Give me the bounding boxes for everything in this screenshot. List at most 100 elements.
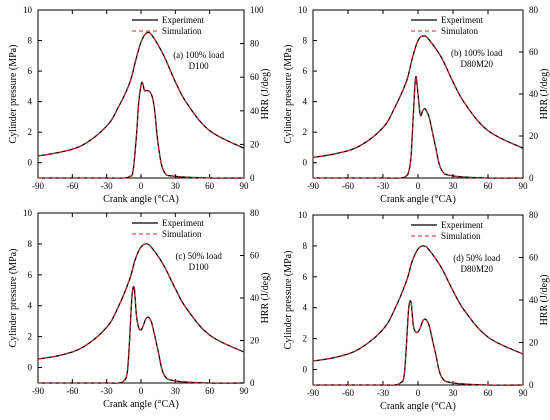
y2-tick-label: 40 bbox=[529, 89, 539, 99]
x-tick-label: -60 bbox=[66, 181, 78, 191]
legend-label: Simulaton bbox=[441, 26, 479, 36]
plot-frame bbox=[37, 212, 245, 384]
y2-tick-label: 60 bbox=[250, 72, 260, 82]
panel-title: (a) 100% load bbox=[173, 50, 224, 60]
y-tick-label: 6 bbox=[303, 272, 308, 282]
y-tick-label: 2 bbox=[303, 127, 308, 137]
series-simulation-hrr-line bbox=[313, 76, 524, 179]
x-axis-label: Crank angle (°CA) bbox=[103, 399, 179, 410]
y2-tick-label: 80 bbox=[529, 5, 539, 15]
x-tick-label: 0 bbox=[416, 181, 421, 191]
y-axis-label: Cylinder pressure (MPa) bbox=[8, 45, 19, 144]
x-tick-label: 60 bbox=[484, 388, 494, 398]
panel-subtitle: D100 bbox=[189, 61, 209, 71]
x-tick-label: 60 bbox=[205, 386, 215, 396]
x-tick-label: 90 bbox=[240, 386, 250, 396]
panel-subtitle: D80M20 bbox=[461, 264, 494, 274]
y2-tick-label: 40 bbox=[529, 295, 539, 305]
y2-tick-label: 60 bbox=[250, 251, 260, 261]
y-tick-label: 6 bbox=[28, 270, 33, 280]
y2-tick-label: 20 bbox=[529, 338, 539, 348]
y2-tick-label: 100 bbox=[250, 5, 264, 15]
y2-tick-label: 0 bbox=[529, 173, 534, 183]
x-tick-label: 60 bbox=[484, 181, 494, 191]
y2-tick-label: 40 bbox=[250, 293, 260, 303]
panel-title: (b) 100% load bbox=[451, 48, 503, 58]
x-tick-label: -30 bbox=[377, 181, 389, 191]
x-tick-label: -30 bbox=[377, 388, 389, 398]
x-tick-label: -90 bbox=[307, 181, 319, 191]
panel-subtitle: D100 bbox=[189, 262, 209, 272]
legend-label: Simulation bbox=[441, 231, 481, 241]
legend-label: Experiment bbox=[162, 15, 204, 25]
x-tick-label: 0 bbox=[139, 386, 144, 396]
y-tick-label: 10 bbox=[23, 5, 33, 15]
legend-label: Experiment bbox=[441, 15, 483, 25]
panel-title: (d) 50% load bbox=[453, 253, 500, 263]
x-tick-label: 30 bbox=[171, 181, 181, 191]
y-tick-label: 6 bbox=[303, 66, 308, 76]
y2-axis-label: HRR (J/deg) bbox=[539, 275, 550, 326]
y2-tick-label: 20 bbox=[250, 336, 260, 346]
x-tick-label: 90 bbox=[519, 388, 529, 398]
series-simulation-pressure-line bbox=[312, 245, 524, 362]
y2-axis-label: HRR (J/deg) bbox=[539, 69, 550, 120]
y2-tick-label: 60 bbox=[529, 253, 539, 263]
y-tick-label: 10 bbox=[298, 210, 308, 220]
y2-tick-label: 60 bbox=[529, 47, 539, 57]
x-tick-label: 30 bbox=[171, 386, 181, 396]
panel-subtitle: D80M20 bbox=[461, 59, 494, 69]
y-axis-label: Cylinder pressure (MPa) bbox=[283, 45, 294, 144]
y-tick-label: 0 bbox=[28, 363, 33, 373]
series-experiment-hrr-line bbox=[313, 300, 524, 386]
y-tick-label: 8 bbox=[28, 36, 33, 46]
x-tick-label: -90 bbox=[307, 388, 319, 398]
x-axis-label: Crank angle (°CA) bbox=[380, 194, 456, 205]
y2-tick-label: 0 bbox=[250, 378, 255, 388]
x-tick-label: 60 bbox=[205, 181, 215, 191]
y-tick-label: 4 bbox=[28, 301, 33, 311]
y-tick-label: 0 bbox=[303, 365, 308, 375]
y-tick-label: 6 bbox=[28, 66, 33, 76]
y2-tick-label: 0 bbox=[529, 380, 534, 390]
y-tick-label: 8 bbox=[303, 36, 308, 46]
x-axis-label: Crank angle (°CA) bbox=[103, 194, 179, 205]
x-tick-label: -60 bbox=[66, 386, 78, 396]
chart-panel-1: -90 -60 -30 0 30 60 900246810020406080100Crank… bbox=[8, 5, 271, 205]
x-tick-label: 30 bbox=[449, 181, 459, 191]
y-tick-label: 2 bbox=[28, 332, 33, 342]
y-tick-label: 10 bbox=[23, 208, 33, 218]
y2-axis-label: HRR (J/deg) bbox=[260, 273, 271, 324]
y-tick-label: 8 bbox=[303, 241, 308, 251]
y-tick-label: 8 bbox=[28, 239, 33, 249]
series-experiment-hrr-line bbox=[313, 75, 524, 179]
series-simulation-hrr-line bbox=[38, 81, 245, 179]
y-tick-label: 4 bbox=[303, 97, 308, 107]
series-simulation-hrr-line bbox=[313, 300, 524, 386]
legend-label: Experiment bbox=[162, 218, 204, 228]
series-simulation-pressure-line bbox=[37, 243, 245, 360]
legend-label: Experiment bbox=[441, 220, 483, 230]
x-tick-label: 90 bbox=[519, 181, 529, 191]
y2-tick-label: 40 bbox=[250, 106, 260, 116]
y2-axis-label: HRR (J/deg) bbox=[260, 69, 271, 120]
series-simulation-hrr-line bbox=[38, 285, 245, 384]
series-experiment-pressure-line bbox=[37, 243, 245, 360]
legend-label: Simulation bbox=[162, 26, 202, 36]
series-simulation-pressure-line bbox=[37, 31, 245, 157]
y-tick-label: 0 bbox=[28, 158, 33, 168]
y2-tick-label: 20 bbox=[529, 131, 539, 141]
series-experiment-hrr-line bbox=[38, 285, 245, 384]
y-axis-label: Cylinder pressure (MPa) bbox=[8, 249, 19, 348]
y2-tick-label: 80 bbox=[529, 210, 539, 220]
y-tick-label: 4 bbox=[28, 97, 33, 107]
plot-frame bbox=[312, 214, 524, 386]
y-tick-label: 4 bbox=[303, 303, 308, 313]
y2-tick-label: 80 bbox=[250, 208, 260, 218]
series-simulation-pressure-line bbox=[312, 35, 524, 158]
x-tick-label: 30 bbox=[449, 388, 459, 398]
